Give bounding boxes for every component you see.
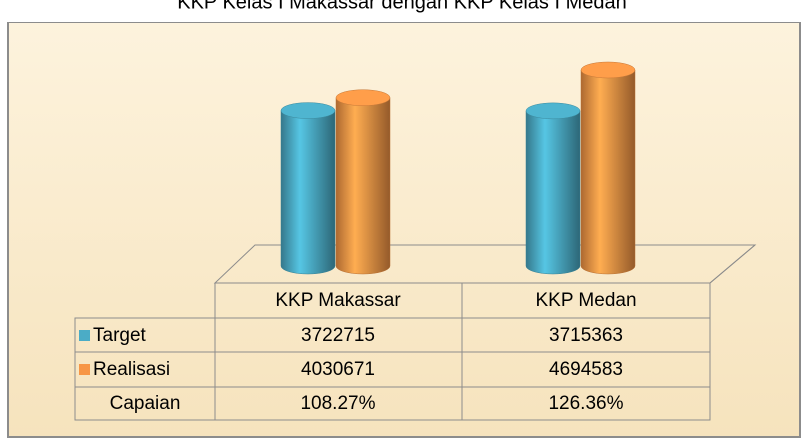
row-label: Capaian [110,393,181,414]
legend-swatch [79,364,90,375]
bar [525,110,581,275]
bar-top [580,61,636,79]
table-cell: 3715363 [549,325,623,346]
bar [280,110,336,275]
table-cell: 3722715 [301,325,375,346]
bar [335,97,391,275]
chart-area [7,21,801,438]
legend-label: Realisasi [93,359,170,380]
bar-top [280,102,336,119]
column-header: KKP Medan [535,290,636,311]
table-cell: 108.27% [300,393,375,414]
bar-top [335,89,391,106]
chart-title: KKP Kelas I Makassar dengan KKP Kelas I … [177,0,627,13]
legend-label: Target [93,325,147,346]
bar-top [525,102,581,120]
table-cell: 126.36% [548,393,623,414]
column-header: KKP Makassar [275,290,401,311]
table-cell: 4030671 [301,359,375,380]
title-backdrop [0,0,804,22]
table-cell: 4694583 [549,359,623,380]
bar [580,69,636,275]
table-line [709,244,756,284]
legend-swatch [79,330,90,341]
